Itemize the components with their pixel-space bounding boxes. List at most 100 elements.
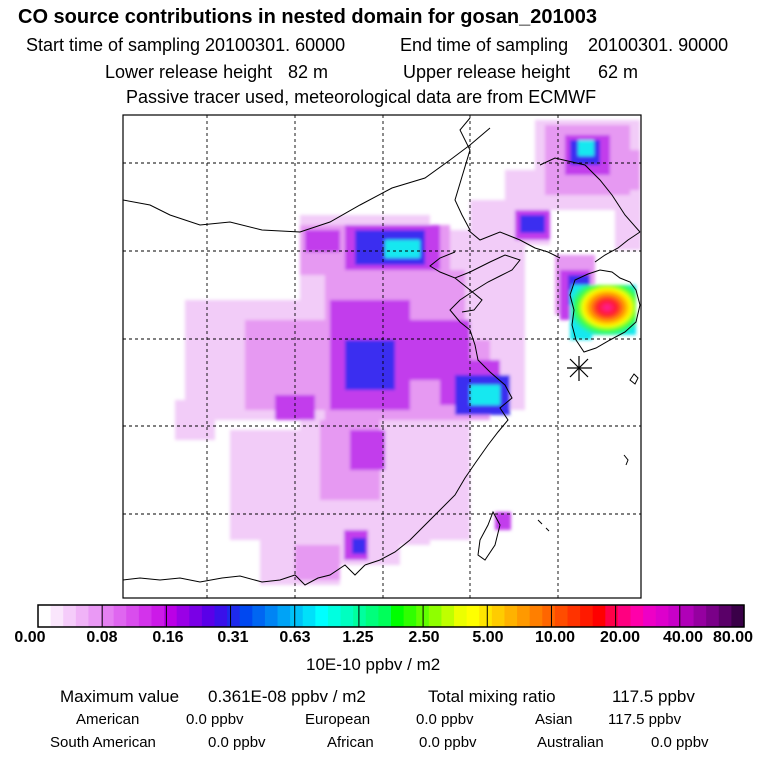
colorbar-cell [504, 605, 518, 627]
colorbar-label: 20.00 [599, 629, 641, 646]
upper-height-label: Upper release height [403, 62, 571, 82]
max-value-label: Maximum value [60, 687, 180, 706]
colorbar-cells [38, 605, 745, 627]
colorbar-label: 1.25 [342, 629, 374, 646]
south-china-coast [123, 564, 366, 586]
region-name: African [327, 734, 374, 751]
colorbar-cell [655, 605, 669, 627]
colorbar-cell [176, 605, 190, 627]
colorbar-cell [668, 605, 682, 627]
colorbar-cell [126, 605, 140, 627]
colorbar-label: 0.63 [279, 629, 311, 646]
colorbar-cell [580, 605, 594, 627]
north-korea-coast [594, 231, 641, 263]
south-korea-coast [569, 269, 641, 353]
receptor-star-icon [567, 356, 592, 381]
colorbar-label: 40.00 [662, 629, 704, 646]
colorbar-cell [643, 605, 657, 627]
colorbar-cell [731, 605, 745, 627]
region-value: 0.0 ppbv [186, 711, 244, 728]
colorbar-cell [88, 605, 102, 627]
colorbar-cell [327, 605, 342, 627]
korea-china-border [467, 229, 561, 259]
colorbar-cell [340, 605, 354, 627]
colorbar-cell [252, 605, 266, 627]
colorbar-cell [50, 605, 64, 627]
island [629, 373, 639, 385]
colorbar-label: 0.08 [86, 629, 118, 646]
colorbar-cell [706, 605, 720, 627]
island [623, 454, 629, 466]
tracer-note: Passive tracer used, meteorological data… [126, 87, 597, 107]
colorbar-cell [466, 605, 480, 627]
colorbar-label: 0.00 [14, 629, 46, 646]
colorbar-unit: 10E-10 ppbv / m2 [306, 655, 441, 674]
colorbar-cell [101, 605, 115, 627]
colorbar-cell [277, 605, 291, 627]
colorbar-cell [290, 605, 304, 627]
colorbar-cell [353, 605, 367, 627]
colorbar-cell [151, 605, 165, 627]
russia-coast [539, 157, 641, 233]
colorbar-cell [605, 605, 619, 627]
region-name: South American [50, 734, 156, 751]
lower-height-label: Lower release height [105, 62, 273, 82]
colorbar-cell [630, 605, 644, 627]
colorbar-label: 2.50 [408, 629, 440, 646]
end-time-value: 20100301. 90000 [588, 35, 729, 55]
colorbar-cell [391, 605, 405, 627]
start-time-label: Start time of sampling [26, 35, 201, 55]
colorbar-dividers [101, 605, 681, 627]
colorbar-frame [37, 604, 745, 628]
colorbar-cell [554, 605, 569, 627]
colorbar-cell [567, 605, 581, 627]
northern-border [454, 117, 471, 231]
colorbar-cell [113, 605, 127, 627]
region-value: 0.0 ppbv [419, 734, 477, 751]
colorbar-cell [718, 605, 732, 627]
colorbar-cell [454, 605, 468, 627]
colorbar-cell [201, 605, 216, 627]
max-value: 0.361E-08 ppbv / m2 [208, 687, 366, 706]
colorbar-label: 0.16 [152, 629, 184, 646]
colorbar-cell [315, 605, 329, 627]
region-value: 117.5 ppbv [608, 711, 682, 728]
mongolia-border [123, 127, 491, 233]
colorbar-cell [529, 605, 543, 627]
colorbar-label: 80.00 [712, 629, 754, 646]
colorbar-cell [138, 605, 153, 627]
colorbar-label: 0.31 [217, 629, 249, 646]
upper-height-value: 62 m [598, 62, 639, 82]
colorbar-label: 5.00 [472, 629, 504, 646]
total-mixing-value: 117.5 ppbv [612, 687, 695, 706]
colorbar-cell [542, 605, 556, 627]
colorbar-cell [214, 605, 228, 627]
region-value: 0.0 ppbv [416, 711, 474, 728]
colorbar-cell [63, 605, 77, 627]
coastlines [123, 117, 641, 586]
colorbar-cell [302, 605, 316, 627]
start-time-value: 20100301. 60000 [205, 35, 346, 55]
colorbar-cell [680, 605, 695, 627]
region-value: 0.0 ppbv [208, 734, 266, 751]
colorbar-cell [239, 605, 253, 627]
colorbar-cell [693, 605, 707, 627]
taiwan-coast [477, 510, 501, 561]
colorbar-cell [617, 605, 632, 627]
plot-title: CO source contributions in nested domain… [18, 6, 598, 28]
concentration-field [175, 120, 641, 585]
total-mixing-label: Total mixing ratio [428, 687, 556, 706]
island [537, 519, 543, 525]
colorbar-cell [428, 605, 443, 627]
colorbar-cell [264, 605, 279, 627]
map-frame [122, 114, 642, 599]
colorbar-cell [517, 605, 531, 627]
shandong-peninsula [454, 277, 483, 313]
region-value: 0.0 ppbv [651, 734, 709, 751]
colorbar-cell [378, 605, 392, 627]
colorbar-cell [365, 605, 379, 627]
colorbar-cell [164, 605, 178, 627]
end-time-label: End time of sampling [400, 35, 569, 55]
